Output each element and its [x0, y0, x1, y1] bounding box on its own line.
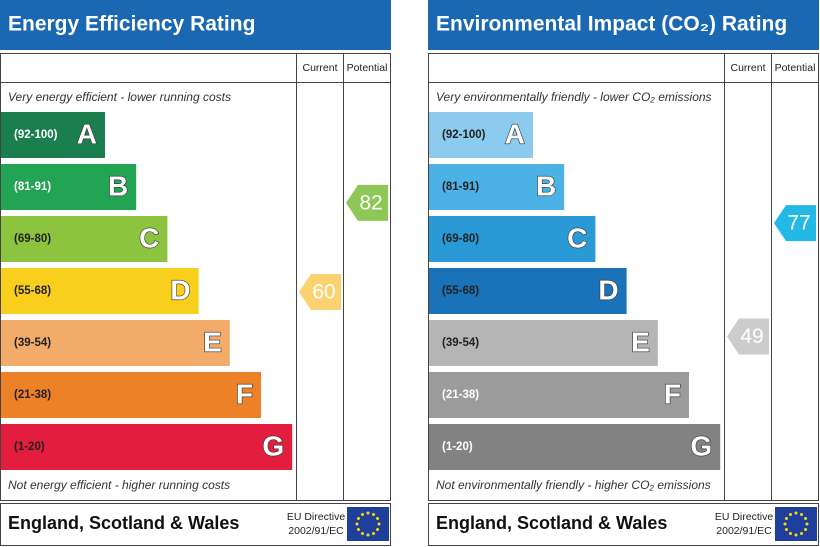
band-bar	[429, 112, 533, 158]
band-bar	[1, 112, 105, 158]
footer-box	[0, 503, 391, 546]
band-letter: F	[664, 378, 681, 409]
top-note: Very environmentally friendly - lower CO…	[436, 90, 712, 104]
band-bar	[429, 164, 565, 210]
band-bar	[429, 268, 627, 314]
flag-star	[789, 532, 792, 536]
flag-star	[804, 517, 808, 520]
band-bar	[429, 372, 689, 418]
flag-star	[789, 512, 792, 516]
band-range: (81-91)	[442, 181, 479, 193]
column-header: Current	[302, 62, 337, 74]
flag-star	[794, 533, 798, 537]
flag-star	[376, 517, 380, 520]
band-range: (21-38)	[442, 389, 479, 401]
bottom-note: Not energy efficient - higher running co…	[8, 478, 230, 492]
band-range: (1-20)	[14, 441, 45, 453]
top-note: Very energy efficient - lower running co…	[8, 90, 231, 104]
flag-star	[800, 512, 803, 516]
directive-text: EU Directive	[715, 511, 774, 523]
band-range: (39-54)	[14, 337, 51, 349]
flag-star	[784, 517, 788, 520]
band-letter: F	[236, 378, 253, 409]
directive-text: 2002/91/EC	[716, 525, 772, 537]
flag-star	[361, 512, 364, 516]
band-bar	[429, 216, 596, 262]
band-letter: B	[536, 170, 556, 201]
flag-star	[355, 522, 359, 526]
panel-title: Environmental Impact (CO₂) Rating	[436, 13, 787, 36]
footer-region: England, Scotland & Wales	[436, 513, 667, 533]
band-bar	[1, 320, 230, 366]
rating-value: 77	[787, 212, 810, 235]
title-bar	[428, 0, 819, 50]
rating-arrow	[727, 318, 769, 355]
band-range: (55-68)	[14, 285, 51, 297]
column-header: Current	[730, 62, 765, 74]
band-range: (21-38)	[14, 389, 51, 401]
band-letter: D	[170, 274, 190, 305]
band-bar	[1, 424, 293, 470]
band-bar	[429, 424, 721, 470]
band-bar	[1, 164, 137, 210]
column-header: Potential	[347, 62, 388, 74]
rating-arrow	[299, 274, 341, 310]
rating-value: 60	[312, 281, 335, 304]
band-range: (1-20)	[442, 441, 473, 453]
band-letter: B	[108, 170, 128, 201]
flag-star	[804, 528, 808, 531]
footer-region: England, Scotland & Wales	[8, 513, 239, 533]
band-letter: A	[505, 118, 525, 149]
band-range: (69-80)	[14, 233, 51, 245]
band-range: (55-68)	[442, 285, 479, 297]
flag-star	[366, 533, 370, 537]
band-range: (92-100)	[442, 129, 486, 141]
flag-star	[805, 522, 809, 526]
rating-value: 49	[740, 325, 763, 348]
column-header: Potential	[775, 62, 816, 74]
band-letter: C	[567, 222, 587, 253]
flag-star	[356, 517, 360, 520]
band-letter: A	[77, 118, 97, 149]
band-letter: D	[598, 274, 618, 305]
flag-star	[372, 532, 375, 536]
band-range: (92-100)	[14, 129, 58, 141]
band-bar	[1, 372, 261, 418]
band-letter: E	[631, 326, 650, 357]
flag-star	[356, 528, 360, 531]
flag-star	[377, 522, 381, 526]
rating-arrow	[774, 205, 816, 242]
band-bar	[429, 320, 658, 366]
bottom-note: Not environmentally friendly - higher CO…	[436, 478, 711, 492]
flag-star	[366, 511, 370, 515]
title-bar	[0, 0, 391, 50]
flag-star	[800, 532, 803, 536]
band-letter: C	[139, 222, 159, 253]
flag-star	[794, 511, 798, 515]
flag-star	[376, 528, 380, 531]
band-letter: E	[203, 326, 222, 357]
band-range: (69-80)	[442, 233, 479, 245]
flag-star	[372, 512, 375, 516]
band-bar	[1, 268, 199, 314]
flag-star	[361, 532, 364, 536]
rating-arrow	[346, 184, 388, 221]
directive-text: EU Directive	[287, 511, 346, 523]
flag-star	[784, 528, 788, 531]
band-range: (81-91)	[14, 181, 51, 193]
flag-star	[783, 522, 787, 526]
band-letter: G	[262, 430, 284, 461]
band-letter: G	[690, 430, 712, 461]
footer-box	[428, 503, 819, 546]
panel-title: Energy Efficiency Rating	[8, 13, 255, 36]
directive-text: 2002/91/EC	[288, 525, 344, 537]
rating-value: 82	[359, 191, 382, 214]
band-bar	[1, 216, 168, 262]
band-range: (39-54)	[442, 337, 479, 349]
